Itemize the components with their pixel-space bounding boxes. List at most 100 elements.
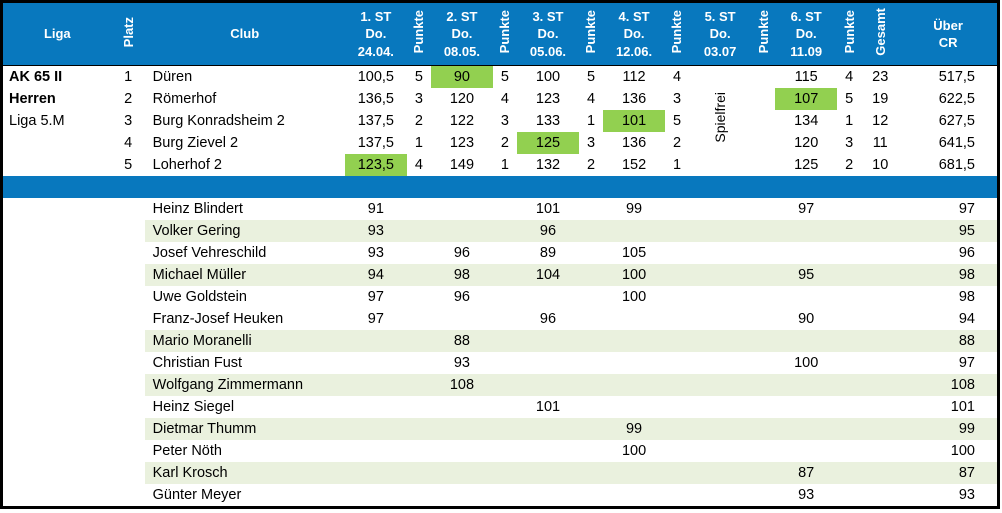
player-row: Günter Meyer 93 93 [2, 484, 999, 508]
player-punkte-empty [837, 264, 862, 286]
player-punkte-empty [837, 286, 861, 308]
round-date: 05.06. [529, 43, 567, 59]
col-header-round-1: 1. ST Do. 24.04. [344, 1, 407, 66]
player-cr-value: 98 [899, 264, 999, 286]
punkte-header-label: Punkte [669, 10, 685, 54]
team-gesamt-value: 19 [872, 91, 889, 107]
team-punkte-value: 1 [845, 113, 854, 129]
platz-empty [112, 198, 145, 220]
liga-empty [2, 352, 112, 374]
player-punkte-empty [837, 440, 861, 462]
player-gesamt-empty [861, 198, 899, 220]
player-name: Wolfgang Zimmermann [144, 374, 345, 396]
player-punkte-empty [837, 220, 862, 242]
player-row: Peter Nöth 100 100 [2, 440, 999, 462]
spielfrei-label: Spielfrei [712, 92, 729, 143]
team-row: AK 65 II 1 Düren 100,5 5 90 5 100 5 112 4 Spielfrei… [2, 65, 999, 143]
player-row: Michael Müller 94 98 104 100 95 98 [2, 264, 999, 286]
player-st-value [775, 396, 837, 418]
platz-empty [112, 440, 145, 462]
player-punkte-empty [407, 242, 431, 264]
player-cr-value: 87 [899, 462, 999, 484]
round-date: 08.05. [443, 43, 480, 59]
player-st-value [689, 418, 752, 440]
team-punkte-value: 3 [673, 91, 682, 107]
player-punkte-empty [493, 440, 517, 462]
team-row: Liga 5.M 3 Burg Konradsheim 2 137,5 2 122 3 133… [2, 110, 999, 132]
player-st-value [345, 440, 407, 462]
player-punkte-empty [665, 484, 689, 508]
player-st-value [689, 484, 751, 508]
player-st-value [431, 396, 493, 418]
player-st-value: 91 [367, 201, 384, 217]
player-punkte-empty [751, 308, 775, 330]
player-punkte-empty [665, 462, 690, 484]
team-punkte-value: 2 [673, 135, 682, 151]
team-punkte-value: 1 [673, 157, 682, 173]
player-st-value [516, 374, 579, 396]
player-punkte-empty [579, 264, 604, 286]
team-row: 4 Burg Zievel 2 137,5 1 123 2 125 3 136 2 120 3 11 64… [2, 132, 999, 154]
player-punkte-empty [492, 462, 517, 484]
punkte-header-label: Punkte [755, 10, 771, 54]
col-header-round-2: 2. ST Do. 08.05. [430, 1, 493, 66]
team-punkte-value: 5 [845, 91, 854, 107]
player-row: Heinz Blindert 91 101 99 97 97 [2, 198, 999, 220]
player-name: Franz-Josef Heuken [152, 311, 284, 327]
liga-label [2, 154, 112, 176]
player-cr-value: 99 [899, 418, 999, 440]
player-cr-value: 101 [950, 399, 975, 415]
player-st-value: 93 [367, 245, 384, 261]
team-punkte-value [751, 132, 775, 154]
player-name: Günter Meyer [152, 487, 242, 503]
col-header-punkte-6: Punkte [837, 1, 862, 66]
team-row: Herren 2 Römerhof 136,5 3 120 4 123 4 136 3 107 5 19 6… [2, 88, 999, 110]
platz-empty [112, 462, 145, 484]
team-st-value: 120 [794, 135, 819, 151]
team-st-value: 136 [621, 135, 647, 151]
team-st-value: 100,5 [357, 69, 394, 85]
player-punkte-empty [492, 330, 517, 352]
team-st-value-highlighted: 90 [430, 65, 493, 88]
table-header: Liga Platz Club 1. ST Do. 24.04. Punkte … [1, 1, 999, 66]
player-st-value [344, 462, 407, 484]
round-title: 2. ST [446, 9, 478, 25]
player-punkte-empty [579, 440, 603, 462]
team-punkte-value [751, 110, 775, 132]
player-row: Heinz Siegel 101 101 [2, 396, 999, 418]
player-st-value [517, 484, 579, 508]
player-punkte-empty [665, 264, 690, 286]
player-name: Karl Krosch [144, 462, 345, 484]
player-punkte-empty [407, 198, 431, 220]
separator-band-fill [1, 176, 999, 198]
player-st-value: 93 [798, 487, 815, 503]
player-row: Christian Fust 93 100 97 [2, 352, 999, 374]
team-platz: 3 [124, 113, 133, 129]
team-platz: 5 [124, 157, 133, 173]
player-st-value: 96 [453, 289, 470, 305]
player-st-value: 98 [430, 264, 493, 286]
player-row: Josef Vehreschild 93 96 89 105 96 [2, 242, 999, 264]
liga-label: Liga 5.M [9, 113, 65, 129]
col-header-punkte-4: Punkte [665, 1, 690, 66]
team-punkte-value: 5 [673, 113, 682, 129]
player-st-value [516, 418, 579, 440]
player-punkte-empty [493, 484, 517, 508]
round-day: Do. [451, 26, 473, 42]
liga-label [2, 132, 112, 154]
player-punkte-empty [665, 286, 689, 308]
player-st-value [344, 374, 407, 396]
player-st-value [775, 286, 837, 308]
player-punkte-empty [837, 484, 861, 508]
player-punkte-empty [837, 418, 862, 440]
player-st-value: 99 [603, 418, 666, 440]
player-st-value: 96 [516, 220, 579, 242]
player-st-value: 101 [535, 201, 561, 217]
col-header-round-5: 5. ST Do. 03.07 [689, 1, 752, 66]
player-cr-value: 98 [958, 289, 975, 305]
team-punkte-value: 5 [500, 69, 509, 85]
player-punkte-empty [751, 286, 775, 308]
team-platz: 2 [124, 91, 133, 107]
team-st-value: 152 [621, 157, 647, 173]
ueber-cr-line1: Über [933, 17, 963, 33]
